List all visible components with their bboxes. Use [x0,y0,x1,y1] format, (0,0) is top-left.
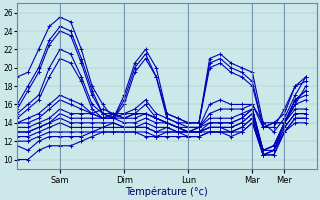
X-axis label: Température (°c): Température (°c) [125,186,208,197]
